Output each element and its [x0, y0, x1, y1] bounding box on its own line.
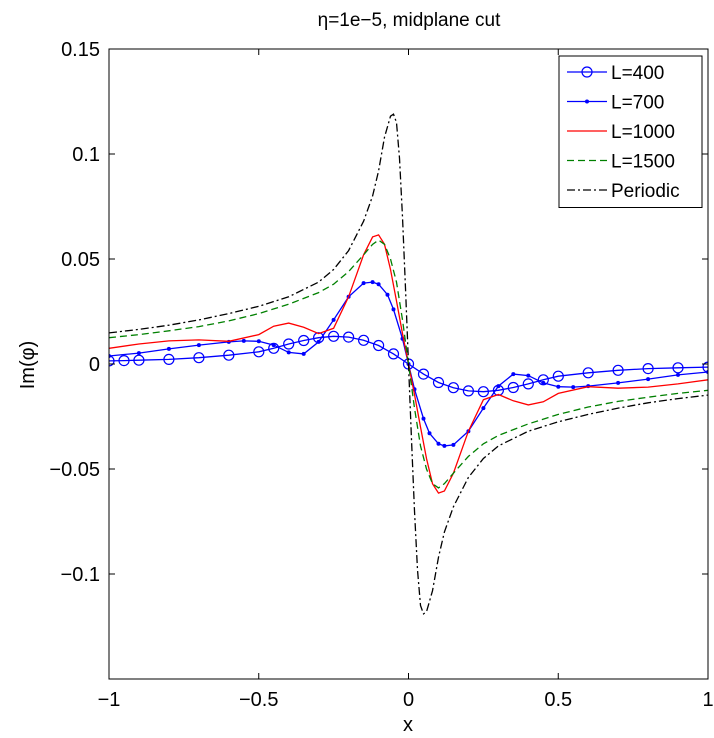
legend-entry: L=1000 [567, 122, 675, 143]
data-point [432, 376, 445, 389]
x-tick-label: 0.5 [544, 689, 572, 711]
data-point [328, 330, 340, 342]
data-point [702, 361, 708, 373]
data-point [361, 281, 366, 286]
data-point [376, 282, 381, 287]
data-point [331, 317, 336, 322]
legend-marker [585, 99, 589, 104]
plot-area [109, 113, 708, 615]
data-point [552, 370, 564, 382]
data-point [571, 385, 576, 390]
data-point [612, 364, 624, 376]
data-point [477, 386, 489, 398]
legend-label: L=1000 [611, 122, 675, 143]
data-point [462, 385, 474, 397]
y-tick-label: 0.05 [61, 249, 100, 271]
legend-label: L=400 [611, 63, 664, 84]
data-point [109, 355, 115, 367]
legend-label: L=1500 [611, 152, 675, 173]
data-point [436, 441, 441, 446]
data-point [507, 381, 519, 394]
axes: −1 −0.5 0 0.5 1 −0.1 −0.05 0 0.05 0.1 0.15 [49, 39, 713, 711]
data-point [451, 442, 456, 447]
data-point [616, 380, 621, 385]
data-point [343, 331, 355, 343]
series-Periodic [109, 113, 708, 615]
legend-box [558, 55, 703, 208]
x-tick-label: 0 [403, 689, 414, 711]
data-point [286, 350, 291, 355]
data-point [541, 380, 546, 385]
legend-label: Periodic [611, 181, 680, 202]
data-point [373, 339, 385, 352]
y-axis-label: Im(φ) [17, 341, 39, 390]
data-point [223, 349, 235, 361]
data-point [241, 338, 246, 343]
data-point [417, 368, 430, 380]
legend-entry: Periodic [567, 181, 680, 202]
x-axis-label: x [403, 714, 413, 736]
chart-title: η=1e−5, midplane cut [318, 10, 501, 31]
data-point [646, 377, 651, 382]
legend: L=400 L=700 L=1000 L=1500 Periodic [558, 55, 703, 208]
data-point [481, 406, 486, 411]
data-point [136, 351, 141, 356]
data-point [582, 367, 594, 379]
data-point [391, 307, 396, 312]
data-point [387, 348, 400, 360]
data-point [370, 280, 375, 285]
data-point [385, 292, 390, 297]
data-point [133, 354, 145, 366]
data-point [271, 343, 276, 348]
x-tick-label: 1 [702, 689, 713, 711]
y-tick-label: 0.1 [72, 144, 100, 166]
data-point [672, 362, 684, 374]
data-point [447, 382, 459, 394]
data-point [442, 443, 447, 448]
x-tick-label: −1 [98, 689, 121, 711]
data-point [256, 339, 261, 344]
legend-label: L=700 [611, 93, 664, 114]
data-point [526, 373, 531, 378]
data-point [193, 352, 205, 364]
data-point [316, 339, 321, 344]
data-point [511, 372, 516, 377]
data-point [358, 334, 370, 346]
y-tick-label: −0.1 [61, 564, 100, 586]
data-point [283, 338, 295, 350]
x-tick-label: −0.5 [239, 689, 278, 711]
series-line [109, 113, 708, 615]
data-point [642, 363, 654, 375]
y-tick-label: 0 [89, 354, 100, 376]
data-point [298, 334, 310, 347]
y-tick-label: 0.15 [61, 39, 100, 61]
data-point [421, 416, 426, 421]
legend-marker [581, 66, 593, 78]
data-point [522, 378, 534, 390]
data-point [253, 346, 265, 358]
data-point [163, 353, 175, 365]
data-point [427, 431, 432, 436]
data-point [118, 355, 130, 367]
series-L=400 [109, 330, 708, 398]
legend-entry: L=400 [567, 63, 664, 84]
legend-entry: L=1500 [567, 152, 675, 173]
data-point [556, 384, 561, 389]
data-point [196, 343, 201, 348]
y-tick-label: −0.05 [49, 459, 100, 481]
data-point [301, 351, 306, 356]
legend-entry: L=700 [567, 93, 664, 114]
data-point [166, 346, 171, 351]
data-point [676, 372, 680, 377]
data-point [496, 384, 501, 389]
